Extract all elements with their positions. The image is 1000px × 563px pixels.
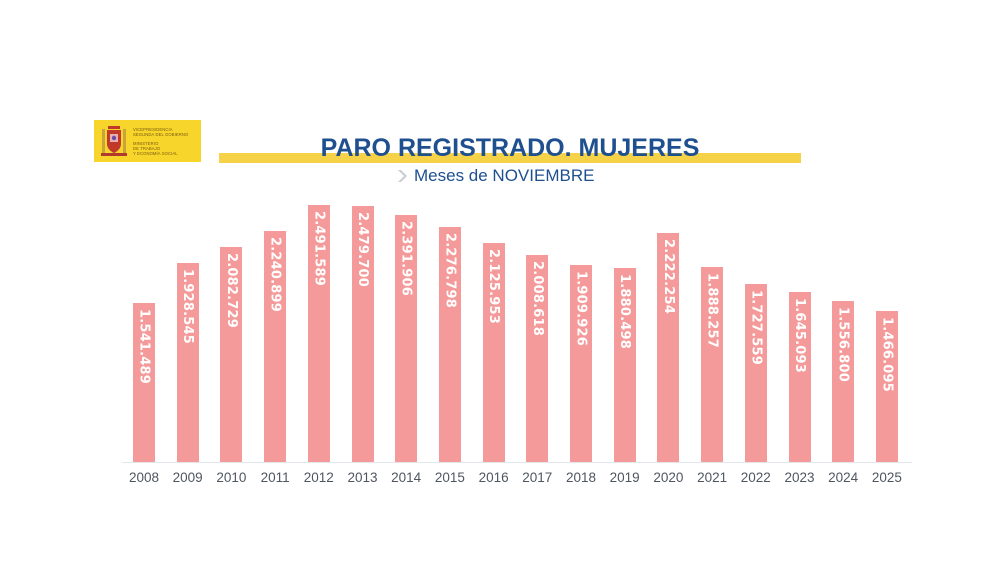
x-axis-line bbox=[122, 462, 912, 463]
x-tick-label: 2013 bbox=[347, 470, 378, 485]
bar-2016: 2.125.953 bbox=[482, 243, 505, 462]
logo-line: MINISTERIO bbox=[133, 140, 159, 146]
bar-value-label: 2.391.906 bbox=[398, 221, 414, 296]
x-tick-label: 2023 bbox=[784, 470, 815, 485]
x-tick-label: 2012 bbox=[303, 470, 334, 485]
bar-2025: 1.466.095 bbox=[875, 311, 898, 462]
logo-text: VICEPRESIDENCIA SEGUNDA DEL GOBIERNO MIN… bbox=[133, 127, 188, 156]
subtitle-text: Meses de NOVIEMBRE bbox=[414, 166, 595, 185]
x-tick-label: 2024 bbox=[828, 470, 859, 485]
bar-2021: 1.888.257 bbox=[701, 267, 724, 462]
logo-line: DE TRABAJO bbox=[133, 145, 161, 151]
bar-2022: 1.727.559 bbox=[744, 284, 767, 462]
x-tick-label: 2017 bbox=[522, 470, 553, 485]
bar-value-label: 1.888.257 bbox=[704, 273, 720, 348]
bar-value-label: 2.222.254 bbox=[660, 239, 676, 314]
chart-subtitle: Meses de NOVIEMBRE bbox=[396, 165, 594, 187]
bar-value-label: 2.240.899 bbox=[267, 237, 283, 312]
chart-title: PARO REGISTRADO. MUJERES bbox=[320, 134, 700, 162]
bar-value-label: 1.928.545 bbox=[180, 269, 196, 344]
x-tick-label: 2025 bbox=[871, 470, 902, 485]
x-tick-label: 2022 bbox=[740, 470, 771, 485]
bar-value-label: 2.276.798 bbox=[442, 233, 458, 308]
bar-value-label: 2.008.618 bbox=[529, 261, 545, 336]
title-underline-band bbox=[219, 153, 801, 163]
x-tick-label: 2009 bbox=[172, 470, 203, 485]
bar-2011: 2.240.899 bbox=[264, 231, 287, 462]
x-tick-label: 2008 bbox=[128, 470, 160, 485]
x-tick-label: 2020 bbox=[653, 470, 684, 485]
bar-2023: 1.645.093 bbox=[788, 292, 811, 462]
bar-2024: 1.556.800 bbox=[832, 301, 855, 462]
bar-value-label: 1.645.093 bbox=[792, 298, 807, 373]
ministry-logo: VICEPRESIDENCIA SEGUNDA DEL GOBIERNO MIN… bbox=[94, 120, 201, 162]
bar-2017: 2.008.618 bbox=[526, 255, 549, 462]
bar-2012: 2.491.589 bbox=[307, 205, 330, 462]
bar-2018: 1.909.926 bbox=[570, 265, 592, 462]
bar-value-label: 2.479.700 bbox=[355, 212, 370, 287]
x-tick-label: 2019 bbox=[609, 470, 640, 485]
bar-2019: 1.880.498 bbox=[613, 268, 636, 462]
x-tick-label: 2016 bbox=[478, 470, 509, 485]
bar-2008: 1.541.489 bbox=[133, 303, 155, 462]
bar-value-label: 2.082.729 bbox=[223, 253, 239, 328]
bar-value-label: 1.909.926 bbox=[573, 271, 589, 346]
bar-2009: 1.928.545 bbox=[176, 263, 199, 462]
bar-2013: 2.479.700 bbox=[351, 206, 374, 462]
bar-2010: 2.082.729 bbox=[220, 247, 243, 462]
logo-line: Y ECONOMÍA SOCIAL bbox=[133, 150, 178, 156]
chevron-right-icon bbox=[396, 168, 408, 184]
bar-2015: 2.276.798 bbox=[438, 227, 461, 462]
x-tick-label: 2011 bbox=[260, 470, 290, 485]
x-tick-label: 2010 bbox=[216, 470, 247, 485]
bar-value-label: 1.880.498 bbox=[617, 274, 633, 349]
x-tick-label: 2021 bbox=[697, 470, 728, 485]
bar-value-label: 1.541.489 bbox=[136, 309, 152, 384]
bar-value-label: 1.556.800 bbox=[835, 307, 851, 382]
x-tick-label: 2014 bbox=[391, 470, 422, 485]
bar-value-label: 1.466.095 bbox=[879, 317, 895, 392]
spain-coat-of-arms-icon bbox=[99, 123, 129, 159]
bar-value-label: 1.727.559 bbox=[748, 290, 764, 365]
logo-line: VICEPRESIDENCIA bbox=[133, 126, 173, 132]
bar-2014: 2.391.906 bbox=[395, 215, 418, 462]
x-tick-label: 2015 bbox=[434, 470, 465, 485]
x-tick-label: 2018 bbox=[565, 470, 597, 485]
bar-2020: 2.222.254 bbox=[657, 233, 680, 462]
bar-value-label: 2.125.953 bbox=[486, 249, 502, 324]
logo-line: SEGUNDA DEL GOBIERNO bbox=[133, 131, 189, 137]
bar-value-label: 2.491.589 bbox=[311, 211, 327, 286]
